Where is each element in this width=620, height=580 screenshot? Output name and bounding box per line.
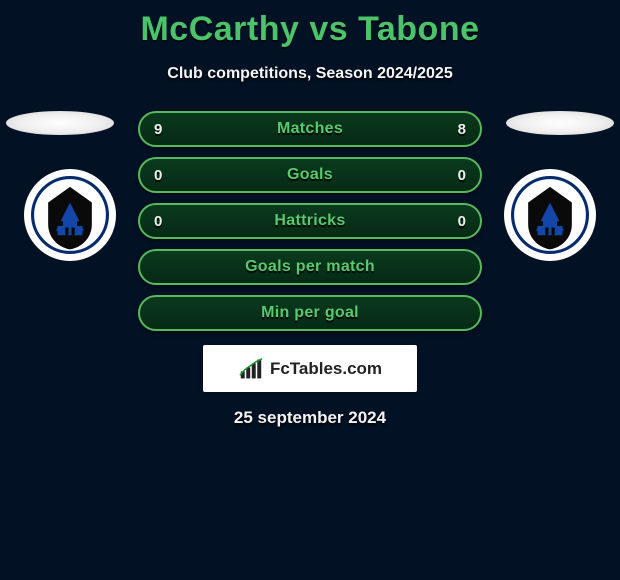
brand-logo[interactable]: FcTables.com [203, 345, 417, 392]
stat-left-value: 9 [154, 121, 162, 138]
stat-right-value: 0 [458, 167, 466, 184]
stat-right-value: 8 [458, 121, 466, 138]
stat-row-matches: 9 Matches 8 [138, 111, 482, 147]
stat-right-value: 0 [458, 213, 466, 230]
date-label: 25 september 2024 [0, 408, 620, 428]
comparison-panel: 9 Matches 8 0 Goals 0 0 Hattricks 0 Goal… [0, 111, 620, 428]
crest-icon [31, 176, 109, 254]
stat-row-goals-per-match: Goals per match [138, 249, 482, 285]
stat-label: Goals [287, 166, 333, 184]
stat-row-min-per-goal: Min per goal [138, 295, 482, 331]
stat-label: Min per goal [261, 304, 359, 322]
club-badge-right [504, 169, 596, 261]
stat-row-goals: 0 Goals 0 [138, 157, 482, 193]
bar-chart-icon [238, 358, 264, 380]
crest-icon [511, 176, 589, 254]
stat-row-hattricks: 0 Hattricks 0 [138, 203, 482, 239]
stat-label: Goals per match [245, 258, 375, 276]
player-shadow-left [6, 111, 114, 135]
club-badge-left [24, 169, 116, 261]
page-title: McCarthy vs Tabone [0, 0, 620, 49]
brand-name: FcTables.com [270, 359, 382, 379]
stat-label: Matches [277, 120, 343, 138]
stat-label: Hattricks [274, 212, 345, 230]
stats-list: 9 Matches 8 0 Goals 0 0 Hattricks 0 Goal… [138, 111, 482, 331]
player-shadow-right [506, 111, 614, 135]
stat-left-value: 0 [154, 213, 162, 230]
stat-left-value: 0 [154, 167, 162, 184]
subtitle: Club competitions, Season 2024/2025 [0, 65, 620, 83]
